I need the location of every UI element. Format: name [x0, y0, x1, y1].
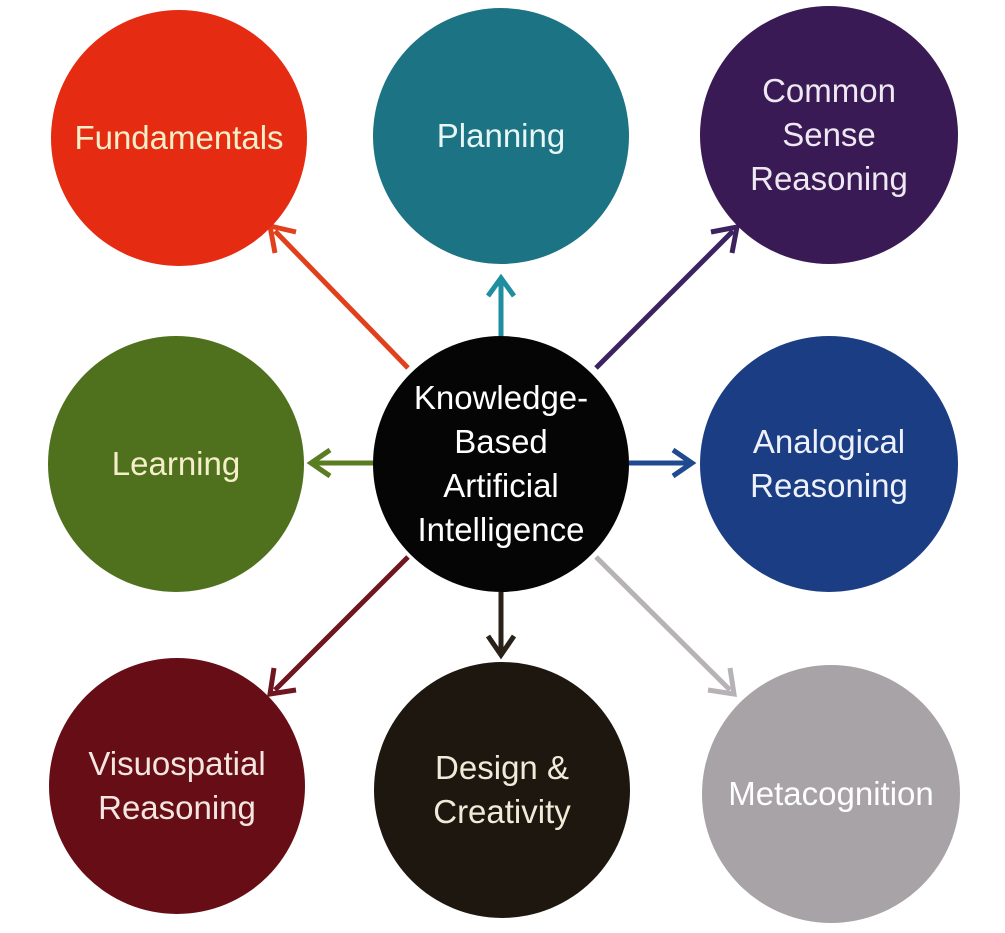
arrow-to-design [485, 592, 517, 660]
arrow-to-planning [485, 273, 517, 336]
node-fundamentals: Fundamentals [51, 10, 307, 266]
node-common-sense-reasoning-label: Common Sense Reasoning [750, 72, 908, 197]
node-visuospatial-reasoning-label: Visuospatial Reasoning [88, 745, 266, 826]
node-design-creativity: Design & Creativity [374, 662, 630, 918]
node-planning: Planning [373, 8, 629, 264]
node-knowledge-based-ai-label: Knowledge- Based Artificial Intelligence [413, 379, 589, 548]
node-fundamentals-label: Fundamentals [74, 119, 284, 156]
arrow-to-common-sense [594, 223, 741, 370]
node-analogical-reasoning-label: Analogical Reasoning [750, 423, 908, 504]
arrow-to-fundamentals [266, 222, 410, 370]
arrow-to-learning [306, 447, 373, 479]
node-common-sense-reasoning: Common Sense Reasoning [700, 6, 958, 264]
node-design-creativity-label: Design & Creativity [433, 749, 571, 830]
arrow-to-metacognition [594, 555, 737, 697]
node-learning: Learning [48, 336, 304, 592]
node-visuospatial-reasoning: Visuospatial Reasoning [49, 658, 305, 914]
node-metacognition-label: Metacognition [728, 775, 934, 812]
arrow-to-visuospatial [267, 555, 410, 697]
node-analogical-reasoning: Analogical Reasoning [700, 336, 958, 592]
arrow-to-analogical [629, 447, 697, 479]
node-metacognition: Metacognition [702, 665, 960, 923]
node-planning-label: Planning [436, 117, 566, 154]
node-knowledge-based-ai: Knowledge- Based Artificial Intelligence [373, 336, 629, 592]
node-learning-label: Learning [111, 445, 241, 482]
